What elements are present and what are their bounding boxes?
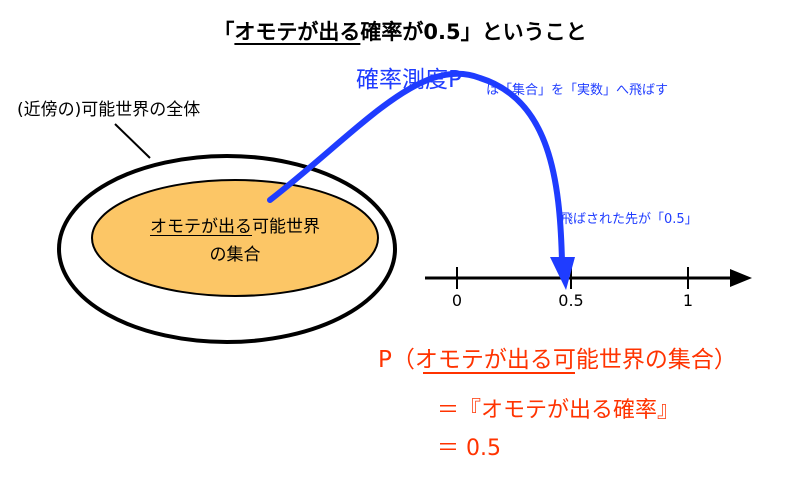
title-open-bracket: 「	[213, 20, 235, 44]
page-title: 「オモテが出る確率が0.5」ということ	[213, 16, 586, 46]
heads-set-label-line2: の集合	[209, 245, 261, 265]
whole-set-label: (近傍の)可能世界の全体	[17, 100, 201, 120]
formula-line1-underlined: オモテが出る	[414, 347, 553, 373]
formula-line1: P（オモテが出る可能世界の集合）	[378, 340, 737, 374]
heads-set-label-rest: 可能世界	[252, 217, 320, 237]
measure-arrowhead	[550, 257, 575, 290]
title-rest: 確率が0.5」ということ	[360, 20, 587, 44]
landed-label: 飛ばされた先が「0.5」	[560, 212, 698, 227]
measure-title: 確率測度P	[356, 67, 462, 93]
formula-line1-prefix: P（	[378, 347, 415, 373]
title-underlined-part: オモテが出る	[234, 20, 361, 44]
heads-set-label-line1: オモテが出る可能世界	[120, 214, 350, 241]
formula-line1-rest: 可能世界の集合）	[552, 347, 737, 373]
measure-description: は「集合」を「実数」へ飛ばす	[486, 83, 669, 98]
formula-line3: ＝ 0.5	[437, 436, 501, 461]
tick-label-1: 1	[682, 291, 694, 310]
tick-label-0.5: 0.5	[558, 291, 584, 310]
measure-arrow-curve	[267, 70, 565, 265]
tick-label-0: 0	[451, 291, 463, 310]
whole-set-pointer	[114, 123, 151, 159]
heads-set-ellipse	[91, 179, 379, 297]
formula-line2: ＝『オモテが出る確率』	[437, 398, 680, 423]
heads-set-label-underlined: オモテが出る	[150, 217, 252, 237]
number-line-arrowhead	[730, 269, 752, 287]
